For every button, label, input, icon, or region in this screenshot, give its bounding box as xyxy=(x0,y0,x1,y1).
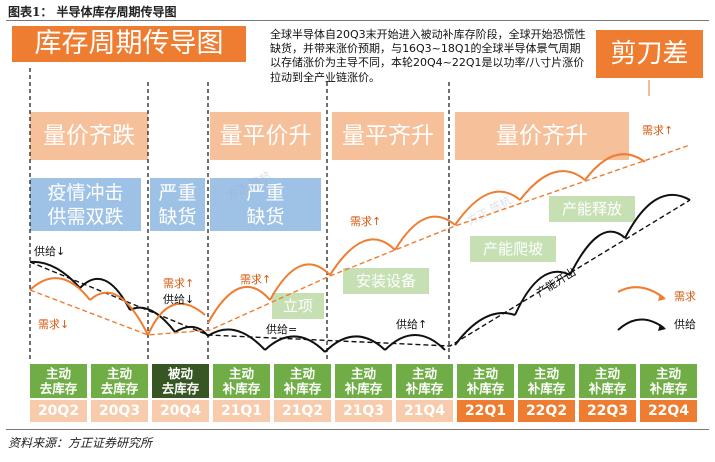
status-20q2: 主动 去库存 xyxy=(30,364,87,398)
label-demand-up-3: 需求↑ xyxy=(350,215,382,228)
severe-shortage-box-1: 严重 缺货 xyxy=(150,178,205,231)
supply-arc-8 xyxy=(384,334,446,351)
label-demand-up-1: 需求↑ xyxy=(163,277,195,290)
figure-title: 图表1： 半导体库存周期传导图 xyxy=(8,5,177,19)
quarter-20q4: 20Q4 xyxy=(152,400,209,422)
tag-install-equipment: 安装设备 xyxy=(343,268,429,294)
demand-arc-3 xyxy=(147,302,206,336)
source-note: 资料来源：方正证券研究所 xyxy=(8,436,153,450)
supply-trend xyxy=(29,199,691,347)
quarter-22q1: 22Q1 xyxy=(457,400,514,422)
main-title: 库存周期传导图 xyxy=(12,26,246,62)
phase-volume-price-fall: 量价齐跌 xyxy=(30,112,148,160)
supply-trend-line xyxy=(29,199,691,347)
quarter-22q4: 22Q4 xyxy=(640,400,697,422)
legend-demand-swatch xyxy=(617,286,665,299)
supply-arc-10 xyxy=(514,270,571,316)
demand-curve xyxy=(29,153,646,336)
status-21q1: 主动 补库存 xyxy=(213,364,270,398)
quarter-22q3: 22Q3 xyxy=(579,400,636,422)
legend-supply-swatch xyxy=(617,318,665,331)
supply-arc-3 xyxy=(129,306,176,333)
status-22q2: 主动 补库存 xyxy=(518,364,575,398)
demand-arc-1 xyxy=(29,277,91,301)
quarter-20q3: 20Q3 xyxy=(91,400,148,422)
status-20q3: 主动 去库存 xyxy=(91,364,148,398)
description-text: 全球半导体自20Q3末开始进入被动补库存阶段，全球开始恐慌性缺货，并带来涨价预期… xyxy=(270,28,586,84)
legend-demand-label: 需求 xyxy=(674,290,696,303)
supply-curve xyxy=(29,194,691,353)
footer-rule xyxy=(6,429,709,430)
status-22q3: 主动 补库存 xyxy=(579,364,636,398)
demand-trend xyxy=(29,144,691,336)
legend-supply-label: 供给 xyxy=(674,317,696,331)
label-demand-up-4: 需求↑ xyxy=(642,124,674,137)
status-22q1: 主动 补库存 xyxy=(457,364,514,398)
supply-arc-1 xyxy=(29,260,81,289)
status-21q4: 主动 补库存 xyxy=(396,364,453,398)
status-20q4: 被动 去库存 xyxy=(152,364,209,398)
status-21q2: 主动 补库存 xyxy=(274,364,331,398)
supply-arc-11 xyxy=(569,230,626,276)
header-rule xyxy=(6,20,709,21)
quarter-21q1: 21Q1 xyxy=(213,400,270,422)
quarter-21q2: 21Q2 xyxy=(274,400,331,422)
label-supply-down-1: 供给↓ xyxy=(34,245,66,258)
supply-arc-2 xyxy=(79,277,131,311)
legend: 需求 供给 xyxy=(617,286,696,331)
demand-trend-line xyxy=(29,144,691,336)
status-22q4: 主动 补库存 xyxy=(640,364,697,398)
demand-arc-10 xyxy=(584,153,646,181)
demand-arc-9 xyxy=(519,170,586,201)
quarter-21q4: 21Q4 xyxy=(396,400,453,422)
label-supply-down-2: 供给↓ xyxy=(163,293,195,306)
demand-arc-4 xyxy=(207,285,271,324)
demand-arc-8 xyxy=(454,190,521,226)
quarter-20q2: 20Q2 xyxy=(30,400,87,422)
supply-arc-7 xyxy=(324,335,386,353)
quarter-22q2: 22Q2 xyxy=(518,400,575,422)
phase-volume-price-rise: 量价齐升 xyxy=(455,112,629,160)
supply-arc-6 xyxy=(264,335,326,353)
phase-dividers xyxy=(29,68,450,360)
pandemic-shock-box: 疫情冲击 供需双跌 xyxy=(30,178,141,231)
supply-arc-4 xyxy=(174,325,209,337)
label-supply-flat: 供给= xyxy=(266,323,298,336)
supply-arc-5 xyxy=(207,328,266,351)
phase-flat-volume-price-up: 量平价升 xyxy=(210,112,321,160)
quarter-21q3: 21Q3 xyxy=(335,400,392,422)
status-21q3: 主动 补库存 xyxy=(335,364,392,398)
demand-arc-5 xyxy=(269,263,331,301)
scissor-gap-label: 剪刀差 xyxy=(596,30,703,78)
watermark-2: 方正 陈杭 xyxy=(465,193,514,228)
tag-capacity-release: 产能释放 xyxy=(549,196,635,222)
severe-shortage-box-2: 严重 缺货 xyxy=(210,178,321,231)
phase-flat-volume-both-up: 量平齐升 xyxy=(332,112,444,160)
tag-capacity-ramp: 产能爬坡 xyxy=(470,236,556,262)
supply-arc-9 xyxy=(454,312,516,346)
demand-arc-6 xyxy=(329,238,396,276)
watermark-text-1: 方正 陈杭 xyxy=(225,168,274,203)
label-supply-up: 供给↑ xyxy=(396,318,428,331)
tag-project-start: 立项 xyxy=(272,293,324,319)
demand-arc-7 xyxy=(394,215,456,251)
label-demand-down: 需求↓ xyxy=(38,318,70,331)
watermark-1: 方正 陈杭 xyxy=(225,168,274,203)
label-demand-up-2: 需求↑ xyxy=(240,273,272,286)
watermark-text-2: 方正 陈杭 xyxy=(465,193,514,228)
demand-arc-2 xyxy=(89,291,149,336)
supply-arc-12 xyxy=(624,194,691,239)
